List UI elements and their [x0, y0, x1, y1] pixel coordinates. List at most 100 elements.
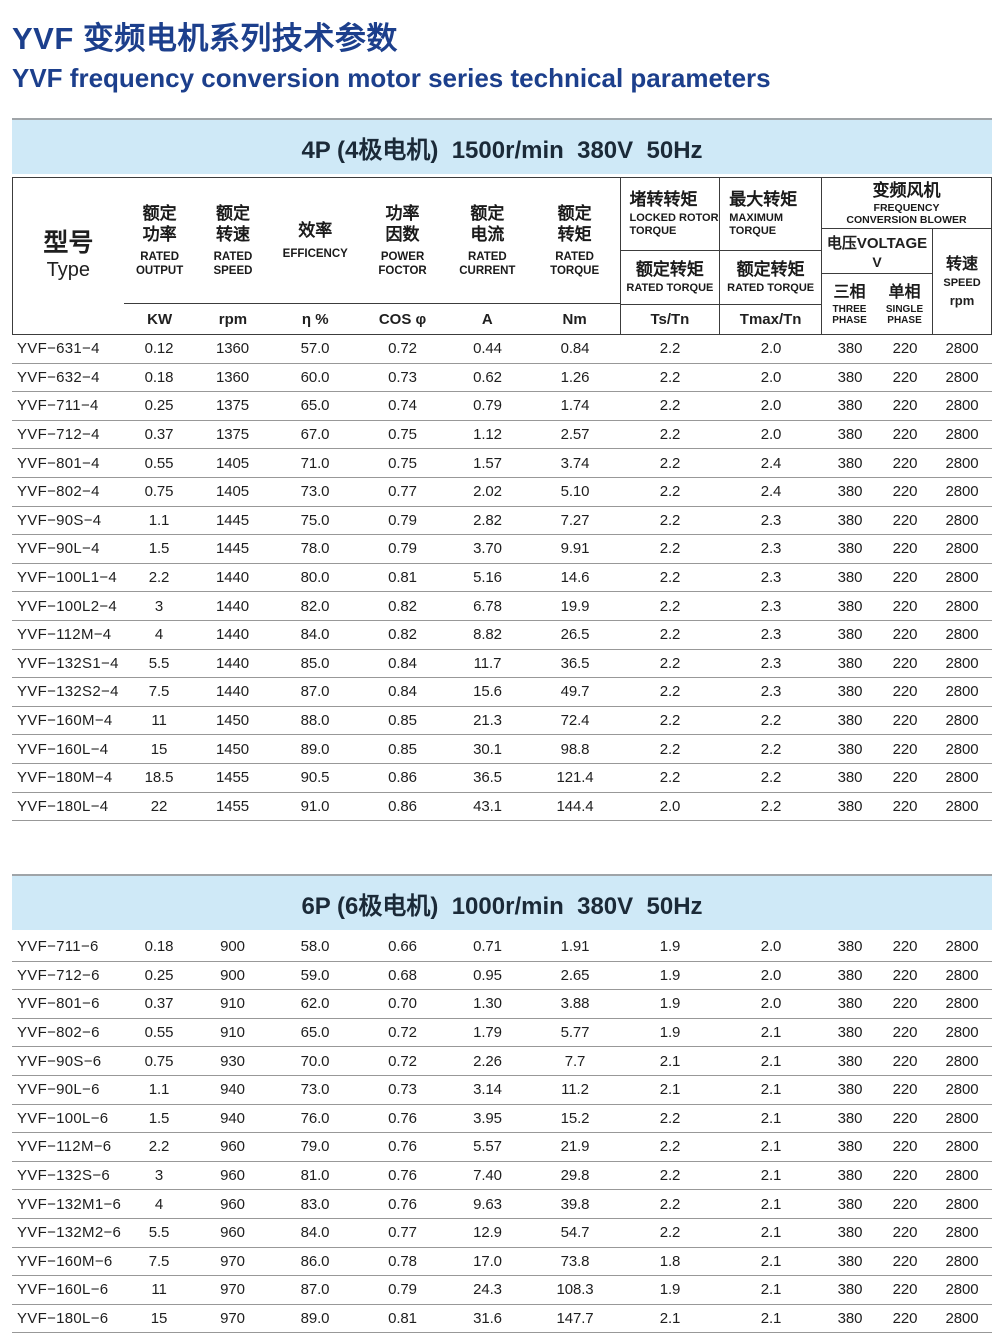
value-cell: 220	[878, 1161, 932, 1191]
value-cell: 2800	[932, 649, 992, 679]
model-type-cell: YVF−112M−6	[12, 1132, 123, 1162]
header-rated-torque: 额定转矩 RATED TORQUE Nm	[529, 178, 620, 334]
value-cell: 220	[878, 961, 932, 991]
value-cell: 98.8	[530, 734, 620, 764]
value-cell: 0.18	[123, 363, 195, 393]
value-cell: 960	[195, 1161, 270, 1191]
value-cell: 970	[195, 1247, 270, 1277]
value-cell: 83.0	[270, 1189, 360, 1219]
header-type-en: Type	[46, 258, 91, 281]
value-cell: 0.76	[360, 1104, 445, 1134]
header-maximum-torque: 最大转矩 MAXIMUM TORQUE 额定转矩 RATED TORQUE Tm…	[719, 178, 822, 334]
header-blower-speed: 转速 SPEED rpm	[932, 229, 991, 334]
value-cell: 0.76	[360, 1132, 445, 1162]
model-type-cell: YVF−90S−4	[12, 506, 123, 536]
value-cell: 1.9	[620, 933, 720, 962]
value-cell: 2.2	[720, 706, 822, 736]
model-type-cell: YVF−132M2−6	[12, 1218, 123, 1248]
header-label: 功率因数 POWER FOCTOR	[360, 178, 445, 303]
value-cell: 0.78	[360, 1247, 445, 1277]
value-cell: 1440	[195, 677, 270, 707]
value-cell: 380	[822, 391, 878, 421]
header-en: THREE PHASE	[832, 304, 866, 326]
value-cell: 0.18	[123, 933, 195, 962]
value-cell: 0.76	[360, 1189, 445, 1219]
value-cell: 2.2	[620, 391, 720, 421]
value-cell: 82.0	[270, 591, 360, 621]
table-row: YVF−90L−4 1.5 1445 78.0 0.79 3.70 9.91 2.2 2.3 38…	[12, 534, 992, 564]
value-cell: 2800	[932, 534, 992, 564]
value-cell: 0.79	[360, 506, 445, 536]
table-row: YVF−160M−6 7.5 970 86.0 0.78 17.0 73.8 1.8 2.1 38…	[12, 1247, 992, 1277]
header-en: RATED TORQUE	[626, 281, 714, 294]
table-row: YVF−160M−4 11 1450 88.0 0.85 21.3 72.4 2.2 2.2 38…	[12, 706, 992, 736]
header-rated-current: 额定电流 RATED CURRENT A	[444, 178, 530, 334]
value-cell: 1.8	[620, 1247, 720, 1277]
value-cell: 0.25	[123, 391, 195, 421]
model-type-cell: YVF−180M−4	[12, 763, 123, 793]
value-cell: 84.0	[270, 1218, 360, 1248]
value-cell: 1.79	[445, 1018, 530, 1048]
value-cell: 380	[822, 1189, 878, 1219]
value-cell: 49.7	[530, 677, 620, 707]
value-cell: 380	[822, 763, 878, 793]
header-unit: η %	[270, 303, 361, 334]
value-cell: 220	[878, 363, 932, 393]
value-cell: 7.40	[445, 1161, 530, 1191]
model-type-cell: YVF−160L−4	[12, 734, 123, 764]
table-row: YVF−160L−4 15 1450 89.0 0.85 30.1 98.8 2.2 2.2 38…	[12, 734, 992, 764]
value-cell: 73.0	[270, 1075, 360, 1105]
header-locked-rotor-torque: 堵转转矩 LOCKED ROTOR TORQUE 额定转矩 RATED TORQ…	[619, 178, 720, 334]
value-cell: 1440	[195, 649, 270, 679]
header-rated-speed: 额定转速 RATED SPEED rpm	[195, 178, 271, 334]
value-cell: 2.2	[620, 1132, 720, 1162]
value-cell: 2.0	[720, 420, 822, 450]
value-cell: 380	[822, 1132, 878, 1162]
value-cell: 220	[878, 1189, 932, 1219]
value-cell: 220	[878, 335, 932, 364]
table-row: YVF−112M−4 4 1440 84.0 0.82 8.82 26.5 2.2 2.3 380…	[12, 620, 992, 650]
model-type-cell: YVF−132S−6	[12, 1161, 123, 1191]
value-cell: 11	[123, 1275, 195, 1305]
value-cell: 0.71	[445, 933, 530, 962]
value-cell: 1445	[195, 534, 270, 564]
table-row: YVF−132M1−6 4 960 83.0 0.76 9.63 39.8 2.2 2.1 380…	[12, 1189, 992, 1219]
value-cell: 12.9	[445, 1218, 530, 1248]
value-cell: 380	[822, 1018, 878, 1048]
value-cell: 3.70	[445, 534, 530, 564]
header-cn: 三相	[833, 283, 866, 301]
value-cell: 79.0	[270, 1132, 360, 1162]
value-cell: 960	[195, 1218, 270, 1248]
value-cell: 26.5	[530, 620, 620, 650]
table-row: YVF−100L2−4 3 1440 82.0 0.82 6.78 19.9 2.2 2.3 38…	[12, 591, 992, 621]
value-cell: 2.1	[620, 1304, 720, 1334]
header-en: EFFICENCY	[282, 247, 348, 260]
header-cn: 转速	[946, 256, 979, 274]
header-cn: 额定转矩	[635, 260, 704, 280]
value-cell: 940	[195, 1104, 270, 1134]
value-cell: 380	[822, 677, 878, 707]
value-cell: 2.26	[445, 1046, 530, 1076]
table-row: YVF−100L−6 1.5 940 76.0 0.76 3.95 15.2 2.2 2.1 38…	[12, 1104, 992, 1134]
value-cell: 85.0	[270, 649, 360, 679]
value-cell: 900	[195, 933, 270, 962]
header-unit: rpm	[949, 292, 975, 308]
value-cell: 3.95	[445, 1104, 530, 1134]
model-type-cell: YVF−632−4	[12, 363, 123, 393]
value-cell: 220	[878, 1104, 932, 1134]
value-cell: 380	[822, 335, 878, 364]
value-cell: 2.4	[720, 477, 822, 507]
value-cell: 1440	[195, 620, 270, 650]
value-cell: 11.7	[445, 649, 530, 679]
value-cell: 2.1	[720, 1247, 822, 1277]
table-row: YVF−100L1−4 2.2 1440 80.0 0.81 5.16 14.6 2.2 2.3…	[12, 563, 992, 593]
value-cell: 0.68	[360, 961, 445, 991]
header-label: 额定转矩 RATED TORQUE	[530, 178, 620, 303]
header-blower-title: 变频风机 FREQUENCY CONVERSION BLOWER	[822, 178, 992, 229]
value-cell: 1.74	[530, 391, 620, 421]
value-cell: 58.0	[270, 933, 360, 962]
value-cell: 220	[878, 506, 932, 536]
value-cell: 220	[878, 989, 932, 1019]
data-table-6p: YVF−711−6 0.18 900 58.0 0.66 0.71 1.91 1.9 2.0 38…	[12, 933, 992, 1334]
value-cell: 2800	[932, 706, 992, 736]
